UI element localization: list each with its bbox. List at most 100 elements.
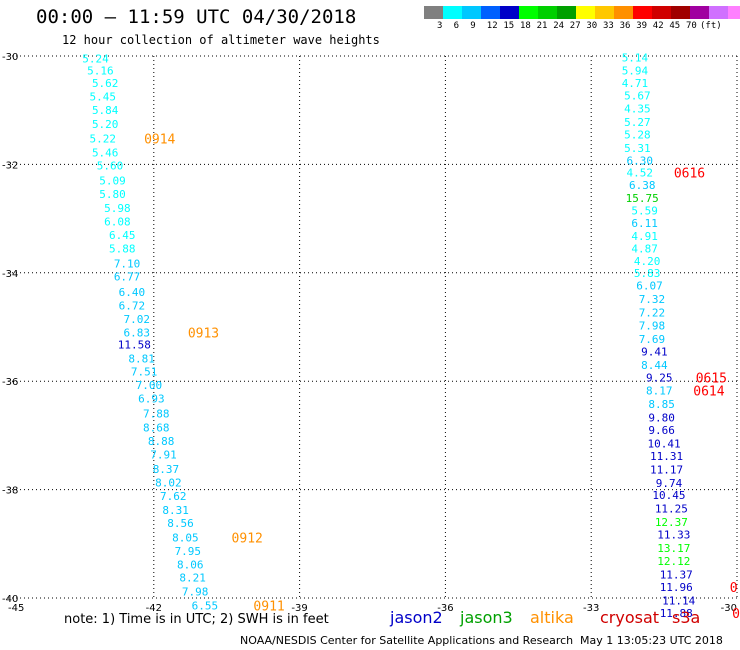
wave-height-value: 11.31: [650, 450, 683, 463]
wave-height-value: 11.25: [655, 503, 688, 516]
satellite-legend-jason2: jason2: [390, 608, 443, 627]
longitude-tick-label: -45: [8, 603, 24, 614]
page-subtitle: 12 hour collection of altimeter wave hei…: [62, 33, 380, 47]
wave-height-value: 5.98: [104, 202, 131, 215]
color-swatch: [481, 6, 500, 19]
satellite-legend-s3a: s3a: [672, 608, 701, 627]
color-swatch: [500, 6, 519, 19]
wave-height-value: 5.28: [624, 129, 651, 142]
wave-height-value: 7.95: [175, 545, 202, 558]
wave-height-value: 11.58: [118, 338, 151, 351]
wave-height-value: 9.41: [641, 345, 668, 358]
wave-height-value: 6.40: [119, 286, 146, 299]
page-title: 00:00 – 11:59 UTC 04/30/2018: [36, 6, 357, 28]
color-scale-label: 6: [453, 21, 460, 31]
wave-height-value: 5.60: [97, 159, 124, 172]
color-scale-label: 36: [619, 21, 631, 31]
color-swatch: [633, 6, 652, 19]
color-swatch: [595, 6, 614, 19]
wave-height-value: 4.20: [634, 255, 661, 268]
wave-height-value: 7.32: [639, 293, 666, 306]
wave-height-value: 6.72: [119, 299, 146, 312]
wave-height-value: 7.51: [131, 365, 158, 378]
pass-time-label: 0911: [253, 600, 284, 615]
wave-height-value: 5.84: [92, 104, 119, 117]
color-scale-label: 9: [470, 21, 476, 31]
longitude-tick-label: -33: [583, 603, 599, 614]
pass-time-label: 0615: [696, 371, 727, 386]
map-grid: [8, 55, 738, 599]
wave-height-value: 6.55: [192, 600, 219, 613]
color-swatch: [462, 6, 481, 19]
color-scale-label: 39: [636, 21, 648, 31]
wave-height-value: 9.25: [646, 371, 673, 384]
color-swatch: [728, 6, 740, 19]
color-scale-label: 30: [586, 21, 598, 31]
color-scale-label: 70: [686, 21, 697, 31]
color-swatch: [690, 6, 709, 19]
wave-height-value: 6.45: [109, 229, 136, 242]
track-west: 5.245.165.625.455.845.205.225.465.60 5.09…: [82, 53, 285, 615]
wave-height-value: 8.05: [172, 531, 199, 544]
pass-time-label: 0914: [144, 132, 175, 147]
wave-height-value: 7.98: [639, 319, 666, 332]
color-scale-label: 24: [553, 21, 565, 31]
color-swatch: [576, 6, 595, 19]
wave-height-value: 7.00: [136, 379, 163, 392]
wave-height-value: 11.14: [662, 595, 695, 608]
wave-height-value: 7.69: [639, 333, 666, 346]
wave-height-value: 6.77: [114, 271, 141, 284]
latitude-tick-label: -40: [2, 594, 18, 605]
color-scale-label: 12: [486, 21, 498, 31]
wave-height-value: 7.88: [143, 408, 170, 421]
wave-height-value: 8.88: [148, 435, 175, 448]
wave-height-value: 8.68: [143, 421, 170, 434]
wave-height-value: 6.11: [631, 217, 658, 230]
footnote: note: 1) Time is in UTC; 2) SWH is in fe…: [64, 612, 329, 627]
wave-height-value: 4.35: [624, 103, 651, 116]
wave-height-value: 6.38: [629, 179, 656, 192]
wave-height-value: 5.83: [634, 267, 661, 280]
color-scale-label: 42: [652, 21, 664, 31]
wave-height-value: 11.37: [660, 569, 693, 582]
color-swatch: [538, 6, 557, 19]
wave-height-value: 8.81: [128, 352, 155, 365]
pass-time-label: 0913: [188, 326, 219, 341]
wave-height-value: 5.88: [109, 242, 136, 255]
wave-height-value: 8.02: [155, 477, 182, 490]
color-scale-label: 21: [536, 21, 548, 31]
color-swatch: [652, 6, 671, 19]
wave-height-value: 7.22: [639, 306, 666, 319]
wave-height-value: 11.96: [660, 581, 693, 594]
wave-height-value: 6.30: [627, 155, 654, 168]
wave-height-value: 9.66: [648, 424, 675, 437]
satellite-legend-cryosat: cryosat: [600, 608, 660, 627]
wave-height-value: 5.59: [631, 204, 658, 217]
wave-height-value: 7.91: [150, 448, 177, 461]
latitude-tick-label: -36: [2, 377, 18, 388]
wave-height-value: 10.41: [648, 438, 681, 451]
longitude-tick-label: -36: [437, 603, 453, 614]
wave-height-value: 4.52: [627, 167, 654, 180]
wave-height-value: 5.09: [99, 175, 126, 188]
wave-height-value: 6.83: [124, 326, 151, 339]
longitude-tick-label: -39: [291, 603, 307, 614]
generation-timestamp: May 1 13:05:23 UTC 2018: [580, 634, 723, 647]
pass-time-label: 0616: [674, 167, 705, 182]
wave-height-value: 4.91: [631, 230, 658, 243]
wave-height-value: 4.87: [631, 242, 658, 255]
color-scale-unit: (ft): [700, 21, 722, 31]
pass-time-label: 0: [730, 581, 738, 596]
wave-height-value: 5.45: [90, 91, 117, 104]
color-scale-label: 33: [603, 21, 614, 31]
wave-height-value: 8.21: [179, 571, 206, 584]
wave-height-value: 6.08: [104, 215, 131, 228]
wave-height-value: 11.88: [660, 607, 693, 620]
longitude-tick-label: -30: [721, 603, 737, 614]
color-swatch: [614, 6, 633, 19]
satellite-legend-altika: altika: [530, 608, 574, 627]
wave-height-value: 5.22: [90, 132, 117, 145]
color-swatch: [709, 6, 728, 19]
wave-height-value: 8.37: [153, 463, 180, 476]
